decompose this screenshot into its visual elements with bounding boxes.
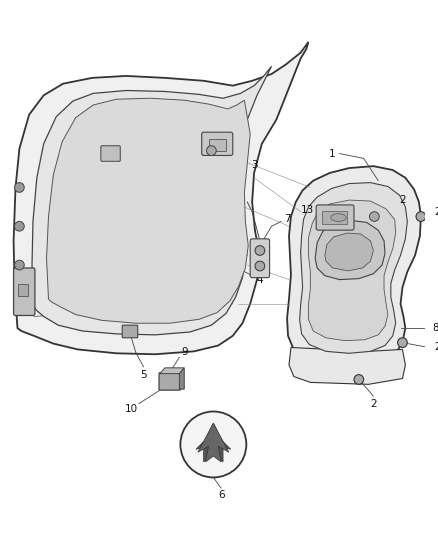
FancyBboxPatch shape [322, 211, 347, 224]
Polygon shape [46, 98, 250, 323]
Circle shape [14, 221, 24, 231]
Text: 5: 5 [140, 369, 147, 379]
Text: 2: 2 [370, 399, 377, 409]
Text: 3: 3 [251, 160, 258, 170]
FancyBboxPatch shape [122, 325, 138, 338]
FancyBboxPatch shape [250, 239, 270, 278]
Text: 2: 2 [434, 207, 438, 217]
FancyBboxPatch shape [202, 132, 233, 156]
Polygon shape [308, 200, 396, 341]
Polygon shape [32, 66, 272, 335]
Circle shape [14, 183, 24, 192]
Text: 8: 8 [433, 323, 438, 333]
Polygon shape [325, 233, 373, 271]
Circle shape [416, 212, 426, 221]
Circle shape [207, 146, 216, 156]
Text: 1: 1 [328, 149, 335, 158]
Circle shape [354, 375, 364, 384]
Circle shape [255, 246, 265, 255]
FancyBboxPatch shape [18, 285, 28, 296]
Polygon shape [180, 368, 184, 389]
FancyBboxPatch shape [159, 373, 180, 390]
Polygon shape [14, 42, 308, 354]
Circle shape [180, 411, 246, 478]
Polygon shape [196, 423, 231, 462]
Polygon shape [198, 423, 229, 462]
Ellipse shape [331, 214, 346, 221]
Polygon shape [315, 221, 385, 280]
Text: 6: 6 [218, 490, 224, 500]
Circle shape [255, 261, 265, 271]
Polygon shape [300, 183, 407, 353]
Circle shape [398, 338, 407, 348]
Text: 2: 2 [434, 343, 438, 352]
FancyBboxPatch shape [14, 268, 35, 316]
Text: 7: 7 [284, 214, 290, 224]
Polygon shape [287, 166, 421, 365]
FancyBboxPatch shape [101, 146, 120, 161]
Polygon shape [289, 348, 406, 384]
Text: 10: 10 [124, 403, 138, 414]
Text: 2: 2 [399, 195, 406, 205]
Circle shape [370, 212, 379, 221]
Text: 13: 13 [301, 205, 314, 215]
Polygon shape [160, 368, 184, 374]
FancyBboxPatch shape [316, 205, 354, 230]
Circle shape [14, 260, 24, 270]
FancyBboxPatch shape [208, 139, 226, 151]
Text: 9: 9 [181, 348, 187, 357]
Text: 4: 4 [257, 274, 263, 285]
